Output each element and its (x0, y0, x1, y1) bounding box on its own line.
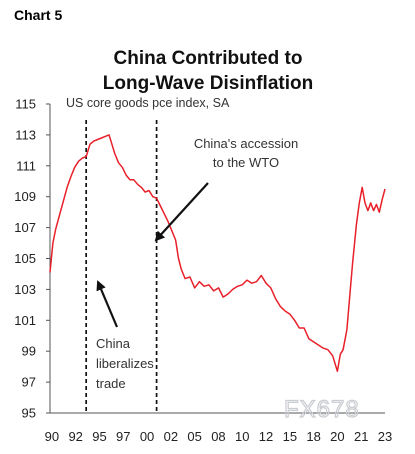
annotation-china-line-1: China (96, 336, 131, 351)
y-tick-label: 109 (14, 189, 36, 204)
x-tick-label: 00 (140, 429, 154, 444)
chart-title-line-2: Long-Wave Disinflation (103, 73, 313, 94)
x-tick-label: 90 (45, 429, 59, 444)
y-tick-label: 95 (22, 406, 36, 421)
annotation-wto-arrow (154, 182, 209, 242)
x-tick-label: 05 (187, 429, 201, 444)
y-tick-label: 99 (22, 344, 36, 359)
x-tick-label: 02 (164, 429, 178, 444)
annotation-china-line-2: liberalizes (96, 356, 154, 371)
x-tick-label: 21 (354, 429, 368, 444)
x-tick-label: 18 (306, 429, 320, 444)
y-tick-label: 101 (14, 313, 36, 328)
watermark: FX678 (284, 396, 360, 423)
annotation-wto-line-2: to the WTO (213, 155, 279, 170)
chart-tag: Chart 5 (14, 7, 63, 23)
y-tick-label: 107 (14, 220, 36, 235)
y-tick-label: 111 (16, 158, 36, 173)
x-tick-label: 23 (378, 429, 392, 444)
annotation-china-arrow (96, 280, 119, 328)
y-tick-label: 113 (15, 127, 36, 142)
x-tick-label: 95 (92, 429, 106, 444)
y-tick-label: 103 (14, 282, 36, 297)
x-tick-label: 12 (259, 429, 273, 444)
x-ticks: 90 92 95 97 00 02 05 08 10 12 15 18 20 21 23 (45, 429, 393, 444)
x-tick-label: 92 (68, 429, 82, 444)
x-tick-label: 20 (330, 429, 344, 444)
y-ticks: 95 97 99 101 103 105 107 109 111 113 115 (14, 97, 50, 421)
chart-title-line-1: China Contributed to (114, 48, 303, 69)
x-tick-label: 10 (235, 429, 249, 444)
annotation-wto-line-1: China's accession (194, 136, 298, 151)
y-tick-label: 105 (14, 251, 36, 266)
annotation-china-line-3: trade (96, 376, 126, 391)
x-tick-label: 15 (283, 429, 297, 444)
core-goods-pce-line (49, 134, 386, 373)
x-tick-label: 08 (211, 429, 225, 444)
x-tick-label: 97 (116, 429, 130, 444)
y-tick-label: 115 (15, 97, 36, 112)
y-tick-label: 97 (22, 375, 36, 390)
y-axis-label: US core goods pce index, SA (66, 96, 230, 110)
